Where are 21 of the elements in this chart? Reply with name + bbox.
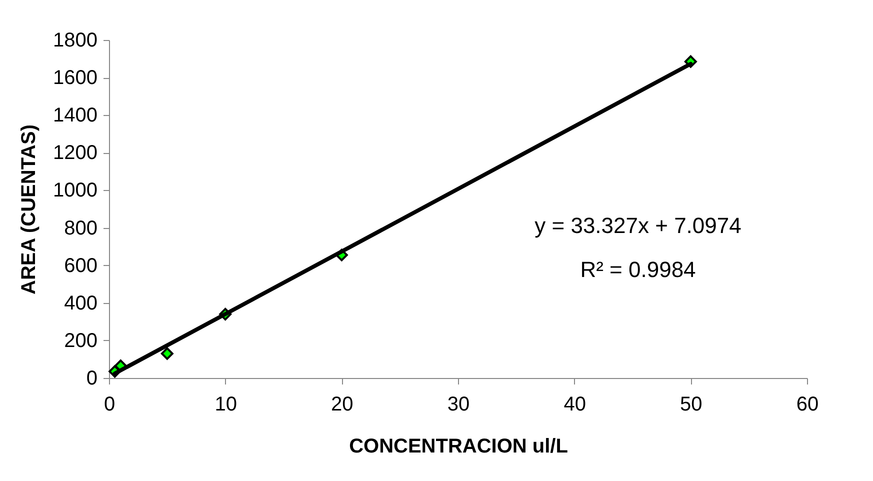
x-tick-label: 0 — [104, 394, 116, 416]
y-tick-label: 0 — [86, 368, 98, 390]
y-tick-label: 200 — [64, 330, 98, 352]
x-tick-label: 10 — [214, 394, 237, 416]
x-tick-label: 60 — [796, 394, 819, 416]
x-tick-label: 30 — [447, 394, 470, 416]
y-tick-label: 400 — [64, 292, 98, 314]
y-tick-label: 800 — [64, 217, 98, 240]
y-tick-label: 600 — [64, 254, 98, 277]
annotation: R² = 0.9984 — [580, 257, 696, 282]
y-tick-label: 1800 — [53, 30, 98, 52]
y-tick-label: 1200 — [53, 142, 98, 164]
y-tick-label: 1600 — [53, 67, 98, 90]
y-tick-label: 1000 — [53, 180, 98, 202]
y-tick-label: 1400 — [53, 104, 98, 127]
x-tick-label: 40 — [564, 394, 586, 416]
y-axis-title: AREA (CUENTAS) — [18, 124, 40, 294]
x-axis-title: CONCENTRACION ul/L — [349, 436, 568, 458]
x-tick-label: 50 — [680, 394, 702, 416]
x-tick-label: 20 — [331, 394, 354, 416]
annotation: y = 33.327x + 7.0974 — [534, 213, 742, 238]
